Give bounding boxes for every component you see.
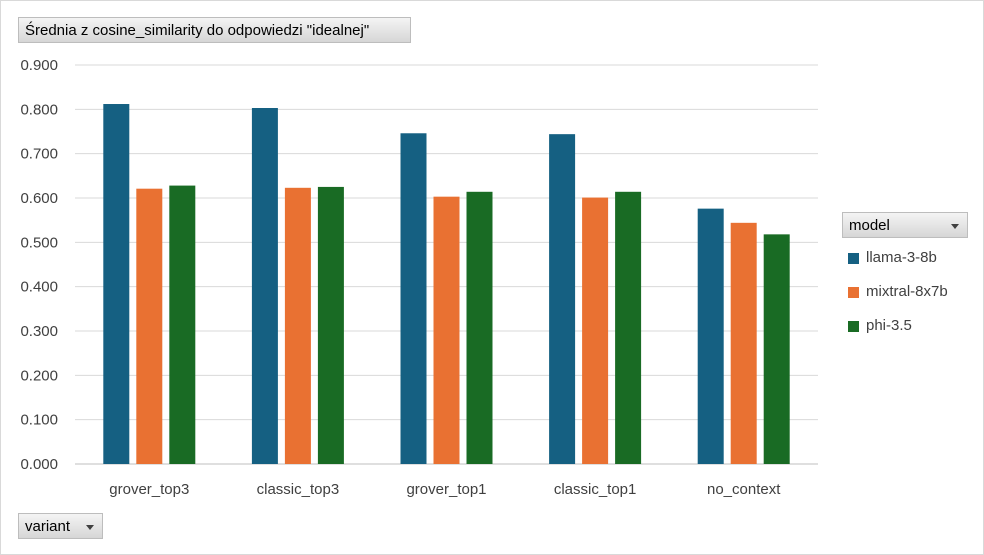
x-tick-label: classic_top1: [554, 481, 637, 498]
bar[interactable]: [582, 197, 609, 464]
bar[interactable]: [433, 196, 460, 465]
dropdown-arrow-icon[interactable]: [86, 525, 94, 530]
dropdown-arrow-icon[interactable]: [951, 224, 959, 229]
gridlines: [75, 64, 818, 465]
bar[interactable]: [251, 108, 278, 465]
x-tick-label: grover_top3: [109, 481, 189, 498]
legend-label: mixtral-8x7b: [866, 283, 948, 300]
y-tick-label: 0.600: [20, 190, 58, 207]
bar[interactable]: [549, 134, 576, 464]
legend-label: phi-3.5: [866, 317, 912, 334]
y-tick-label: 0.200: [20, 367, 58, 384]
bar[interactable]: [284, 187, 311, 464]
y-tick-label: 0.300: [20, 323, 58, 340]
y-tick-label: 0.700: [20, 146, 58, 163]
legend-swatch: [848, 253, 859, 264]
bar[interactable]: [697, 208, 724, 464]
bar[interactable]: [169, 185, 196, 464]
bar[interactable]: [466, 191, 493, 464]
bar[interactable]: [730, 222, 757, 464]
chart-title[interactable]: Średnia z cosine_similarity do odpowiedz…: [18, 17, 411, 43]
variant-field-label: variant: [25, 518, 71, 535]
bar[interactable]: [103, 104, 130, 464]
y-tick-label: 0.900: [20, 57, 58, 74]
y-tick-label: 0.100: [20, 412, 58, 429]
bar[interactable]: [400, 133, 427, 465]
legend-swatch: [848, 287, 859, 298]
model-field-button[interactable]: model: [842, 212, 968, 238]
x-tick-label: no_context: [707, 481, 781, 498]
x-axis-ticks: grover_top3 classic_top3 grover_top1 classi…: [109, 481, 781, 498]
model-field-label: model: [849, 217, 890, 234]
bars: [103, 104, 790, 465]
x-tick-label: grover_top1: [406, 481, 486, 498]
chart-title-text: Średnia z cosine_similarity do odpowiedz…: [25, 22, 370, 39]
variant-field-button[interactable]: variant: [18, 513, 103, 539]
bar[interactable]: [136, 188, 163, 464]
bar[interactable]: [763, 234, 790, 464]
y-tick-label: 0.400: [20, 279, 58, 296]
y-tick-label: 0.000: [20, 456, 58, 473]
y-tick-label: 0.800: [20, 101, 58, 118]
y-tick-label: 0.500: [20, 234, 58, 251]
legend-swatch: [848, 321, 859, 332]
bar[interactable]: [615, 191, 642, 464]
bar[interactable]: [317, 186, 344, 464]
x-tick-label: classic_top3: [257, 481, 340, 498]
legend-label: llama-3-8b: [866, 249, 937, 266]
y-axis-ticks: 0.000 0.100 0.200 0.300 0.400 0.500 0.600 0.700…: [20, 57, 58, 473]
